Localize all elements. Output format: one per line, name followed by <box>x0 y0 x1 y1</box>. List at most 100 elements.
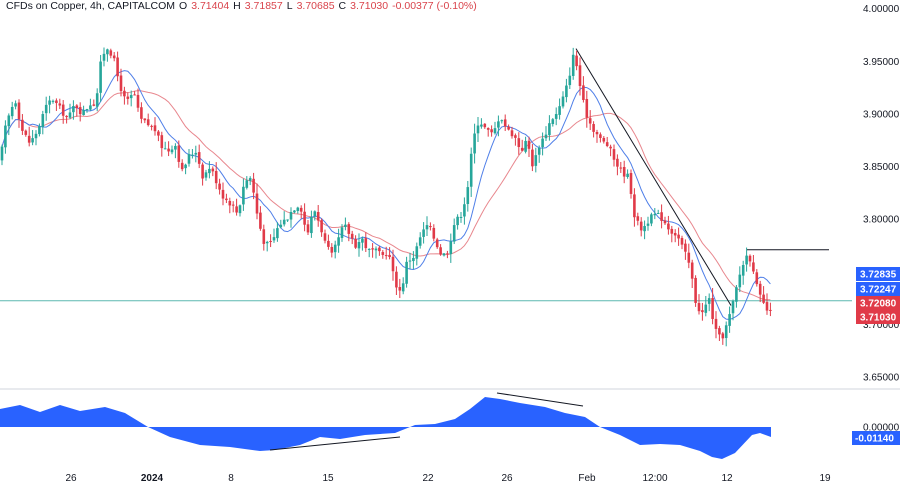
candle <box>296 206 300 214</box>
candle <box>575 50 578 71</box>
candle-body <box>320 220 323 233</box>
candle <box>211 166 215 177</box>
candle <box>282 211 286 227</box>
candle <box>17 99 21 128</box>
candle-body <box>313 211 317 217</box>
price-tag-box <box>856 282 900 296</box>
candle-body <box>452 225 456 242</box>
candle-body <box>544 134 548 139</box>
candle-body <box>758 283 762 295</box>
candle <box>643 220 646 240</box>
candle <box>269 234 272 248</box>
candle-body <box>449 241 453 255</box>
candle <box>140 102 143 124</box>
candle-body <box>31 138 34 143</box>
candle-body <box>582 85 585 100</box>
candle-body <box>143 118 147 121</box>
candle <box>272 228 276 243</box>
candle-body <box>112 55 116 59</box>
price-tag: 3.72835 <box>856 267 900 281</box>
candle <box>129 90 133 107</box>
candle-body <box>65 115 68 118</box>
candle-body <box>225 198 228 201</box>
candle <box>524 136 527 154</box>
candle <box>143 118 147 124</box>
time-tick-label: 26 <box>65 473 77 484</box>
candle <box>75 104 79 117</box>
candle-body <box>174 145 177 150</box>
candle-body <box>707 298 711 304</box>
candle-body <box>279 224 283 228</box>
candle <box>344 217 347 231</box>
candle <box>150 124 153 131</box>
candle <box>667 215 670 235</box>
candle <box>704 295 708 317</box>
candle-body <box>201 164 204 179</box>
candle <box>493 121 497 135</box>
candle-body <box>680 237 684 245</box>
candle <box>517 132 521 155</box>
candle <box>486 127 490 137</box>
candle <box>347 222 351 242</box>
symbol-title: CFDs on Copper, 4h, CAPITALCOM <box>6 0 176 12</box>
candle-body <box>82 109 85 116</box>
candle <box>707 293 711 312</box>
candle-body <box>561 96 565 107</box>
candle-body <box>7 115 11 127</box>
candle-body <box>412 257 415 262</box>
price-axis: 4.000003.950003.900003.850003.800003.750… <box>863 4 900 383</box>
oscillator-pane: 0.00000-0.01140 <box>0 388 900 459</box>
candle <box>208 161 211 179</box>
candle <box>534 147 538 173</box>
candle-body <box>626 173 629 177</box>
candle-body <box>599 134 602 138</box>
candle-body <box>602 137 606 142</box>
candle <box>259 206 262 231</box>
candle <box>673 229 677 243</box>
candle-body <box>344 224 347 228</box>
candle-body <box>408 260 412 262</box>
time-tick-label: 12:00 <box>642 473 667 484</box>
candle <box>92 99 96 107</box>
candle-body <box>310 216 313 234</box>
candle <box>242 178 245 211</box>
candle-body <box>531 149 534 167</box>
candle-body <box>160 135 164 149</box>
candle-body <box>44 104 48 114</box>
candle <box>490 125 493 137</box>
candle <box>636 212 640 226</box>
oscillator-value-label: -0.01140 <box>855 434 894 445</box>
candle-body <box>398 286 402 291</box>
candle-body <box>191 154 194 156</box>
candle <box>612 144 616 167</box>
candle-body <box>92 104 96 106</box>
candle-body <box>622 166 626 177</box>
candle-body <box>153 125 157 132</box>
candle <box>371 243 374 258</box>
candle <box>609 144 612 157</box>
candle <box>388 247 391 260</box>
candle <box>14 100 17 110</box>
candle-body <box>371 248 374 250</box>
candle-body <box>571 54 575 76</box>
candle-body <box>548 123 551 136</box>
candle <box>238 204 242 217</box>
candle-body <box>231 204 235 206</box>
candle <box>4 120 7 154</box>
candle-body <box>381 252 385 255</box>
candle-body <box>741 264 745 276</box>
candle-body <box>503 119 507 127</box>
price-tick-label: 3.85000 <box>863 162 900 173</box>
candle <box>38 123 41 137</box>
candle <box>170 145 174 155</box>
candle-body <box>106 49 109 55</box>
candle <box>323 229 327 244</box>
candle-body <box>520 147 524 151</box>
candle-body <box>323 233 327 241</box>
candle-body <box>140 107 143 119</box>
candle <box>748 254 752 267</box>
price-tick-label: 3.70000 <box>863 320 900 331</box>
candle <box>228 197 232 214</box>
candle-body <box>476 125 480 134</box>
